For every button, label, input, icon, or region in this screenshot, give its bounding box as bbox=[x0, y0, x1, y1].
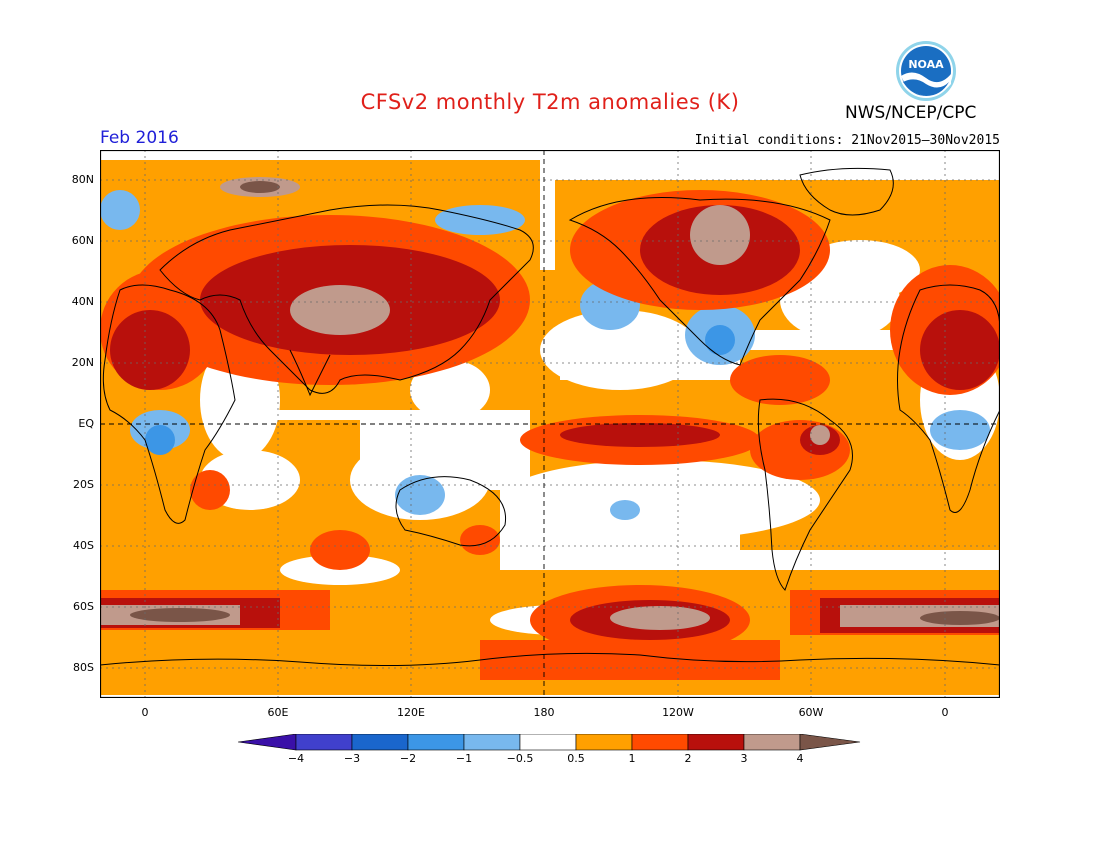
legend-label: 0.5 bbox=[567, 752, 585, 765]
lon-label-120w: 120W bbox=[662, 706, 694, 719]
valid-month: Feb 2016 bbox=[100, 128, 179, 148]
legend-label: −3 bbox=[343, 752, 361, 765]
lat-label-20s: 20S bbox=[73, 478, 94, 491]
logo-text: NOAA bbox=[908, 58, 944, 71]
legend-label: −0.5 bbox=[506, 752, 534, 765]
lat-label-80s: 80S bbox=[73, 661, 94, 674]
legend-label: −2 bbox=[399, 752, 417, 765]
lat-label-40n: 40N bbox=[71, 295, 94, 308]
legend-swatch bbox=[407, 734, 465, 751]
lat-label-60n: 60N bbox=[71, 234, 94, 247]
legend-swatch bbox=[743, 734, 801, 751]
legend-swatch bbox=[575, 734, 633, 751]
lat-label-20n: 20N bbox=[71, 356, 94, 369]
chart-title: CFSv2 monthly T2m anomalies (K) bbox=[360, 90, 740, 114]
legend-label: −1 bbox=[455, 752, 473, 765]
graticule bbox=[100, 150, 1000, 698]
agency-label: NWS/NCEP/CPC bbox=[845, 103, 977, 123]
legend-label: 4 bbox=[796, 752, 804, 765]
lon-label-180: 180 bbox=[533, 706, 555, 719]
lat-label-60s: 60S bbox=[73, 600, 94, 613]
anomaly-map bbox=[100, 150, 1000, 698]
legend-swatch-below-minus4 bbox=[238, 734, 297, 751]
legend-label: 3 bbox=[740, 752, 748, 765]
legend-swatch bbox=[631, 734, 689, 751]
lon-label-120e: 120E bbox=[397, 706, 425, 719]
noaa-logo-icon: NOAA bbox=[896, 41, 956, 101]
legend-swatch-above-4 bbox=[799, 734, 861, 751]
legend-swatch bbox=[463, 734, 521, 751]
legend-label: 2 bbox=[684, 752, 692, 765]
lat-label-40s: 40S bbox=[73, 539, 94, 552]
legend-label: 1 bbox=[628, 752, 636, 765]
legend-swatch bbox=[687, 734, 745, 751]
lon-label-0: 0 bbox=[141, 706, 149, 719]
lon-label-0-right: 0 bbox=[941, 706, 949, 719]
coastlines bbox=[100, 167, 1000, 667]
legend-swatch bbox=[295, 734, 353, 751]
legend-label: −4 bbox=[287, 752, 305, 765]
color-legend bbox=[238, 734, 861, 751]
lon-label-60w: 60W bbox=[798, 706, 824, 719]
lat-label-eq: EQ bbox=[78, 417, 94, 430]
legend-swatch bbox=[351, 734, 409, 751]
legend-swatch bbox=[519, 734, 577, 751]
initial-conditions: Initial conditions: 21Nov2015–30Nov2015 bbox=[694, 133, 1000, 148]
lat-label-80n: 80N bbox=[71, 173, 94, 186]
lon-label-60e: 60E bbox=[267, 706, 289, 719]
